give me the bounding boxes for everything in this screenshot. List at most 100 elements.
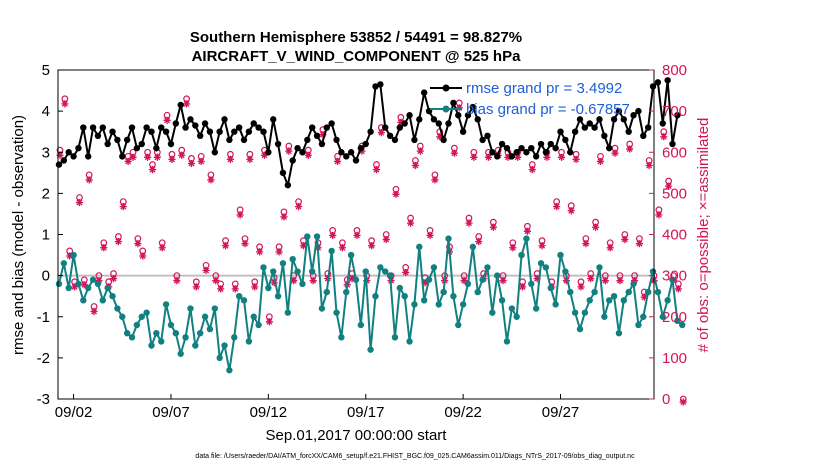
bias-point [498, 297, 506, 304]
rmse-point [153, 144, 160, 152]
rmse-point [119, 153, 126, 160]
bias-point [474, 288, 481, 296]
bias-point [523, 235, 530, 242]
bias-point [245, 338, 253, 345]
rmse-point [601, 132, 608, 139]
rmse-point [123, 136, 131, 144]
assimilated-obs-point [596, 157, 605, 166]
bias-point [221, 342, 228, 349]
rmse-point [562, 136, 569, 144]
x-tick-label: 09/22 [444, 404, 482, 421]
rmse-point [547, 140, 554, 148]
bias-point [167, 321, 175, 329]
rmse-point [328, 120, 335, 127]
assimilated-obs-point [406, 219, 415, 227]
assimilated-obs-point [304, 151, 312, 159]
assimilated-obs-point [538, 242, 546, 250]
assimilated-obs-point [100, 244, 108, 252]
rmse-point [440, 136, 447, 144]
bias-point [308, 268, 316, 275]
bias-point [323, 288, 330, 296]
rmse-point [571, 128, 579, 135]
bias-point [576, 325, 584, 333]
assimilated-obs-point [679, 398, 687, 406]
bias-point [162, 301, 170, 308]
bias-point [435, 301, 442, 308]
rmse-point [182, 124, 189, 131]
assimilated-obs-point [431, 176, 439, 184]
bias-point [601, 313, 608, 320]
rmse-point [177, 101, 184, 109]
rmse-point [65, 149, 72, 156]
y-right-tick-label: 800 [662, 62, 687, 79]
legend-bias-marker [442, 105, 450, 113]
bias-point [425, 276, 433, 283]
bias-point [464, 280, 472, 288]
bias-point [440, 288, 447, 296]
rmse-point [75, 144, 82, 152]
bias-point [591, 288, 598, 296]
bias-point [279, 260, 287, 267]
assimilated-obs-point [75, 198, 84, 207]
rmse-point [109, 128, 116, 135]
assimilated-obs-point [260, 151, 269, 159]
rmse-point [250, 120, 257, 127]
bias-point [391, 334, 399, 341]
assimilated-obs-point [280, 213, 288, 221]
bias-point [455, 321, 462, 329]
bias-point [318, 305, 326, 312]
assimilated-obs-point [587, 275, 595, 283]
assimilated-obs-point [621, 235, 629, 244]
rmse-point [659, 120, 666, 127]
assimilated-obs-point [187, 159, 196, 168]
assimilated-obs-point [275, 248, 283, 256]
bias-point [299, 280, 306, 288]
rmse-point [338, 149, 345, 156]
bias-point [158, 338, 165, 345]
rmse-point [528, 144, 535, 152]
bias-point [659, 313, 666, 320]
assimilated-obs-point [192, 283, 200, 291]
assimilated-obs-point [460, 277, 468, 285]
assimilated-obs-point [509, 244, 517, 252]
y-left-tick-label: 2 [42, 185, 50, 202]
bias-point [528, 280, 535, 288]
assimilated-obs-point [611, 149, 619, 157]
rmse-point [60, 157, 68, 164]
assimilated-obs-point [577, 283, 585, 291]
bias-point [206, 325, 214, 333]
assimilated-obs-point [182, 100, 191, 108]
rmse-point [187, 116, 194, 123]
rmse-point [294, 144, 301, 152]
bias-point [494, 272, 501, 279]
bias-point [338, 334, 345, 341]
assimilated-obs-point [70, 283, 79, 291]
bias-point [201, 313, 209, 320]
rmse-point [567, 149, 574, 156]
bias-point [80, 297, 87, 304]
assimilated-obs-point [553, 203, 561, 211]
x-tick-label: 09/12 [250, 404, 288, 421]
bias-point [89, 276, 97, 283]
rmse-point [576, 116, 584, 123]
bias-point [328, 247, 335, 255]
bias-point [571, 309, 579, 316]
legend: rmse grand pr = 3.4992 bias grand pr = -… [430, 80, 630, 118]
assimilated-obs-point [674, 285, 682, 293]
bias-point [625, 288, 632, 296]
bias-point [357, 321, 365, 329]
bias-point [610, 292, 618, 300]
assimilated-obs-point [226, 155, 234, 163]
rmse-point [211, 149, 218, 156]
assimilated-obs-point [319, 131, 327, 139]
rmse-point [430, 116, 438, 123]
bias-point [606, 297, 613, 304]
bias-point [484, 264, 491, 271]
rmse-point [459, 128, 467, 135]
assimilated-obs-point [212, 277, 220, 285]
rmse-point [674, 112, 681, 119]
y-axis-right-label: # of obs: o=possible; ×=assimilated [695, 118, 712, 353]
rmse-point [89, 124, 97, 131]
bias-point [679, 321, 686, 329]
rmse-point [401, 120, 408, 127]
